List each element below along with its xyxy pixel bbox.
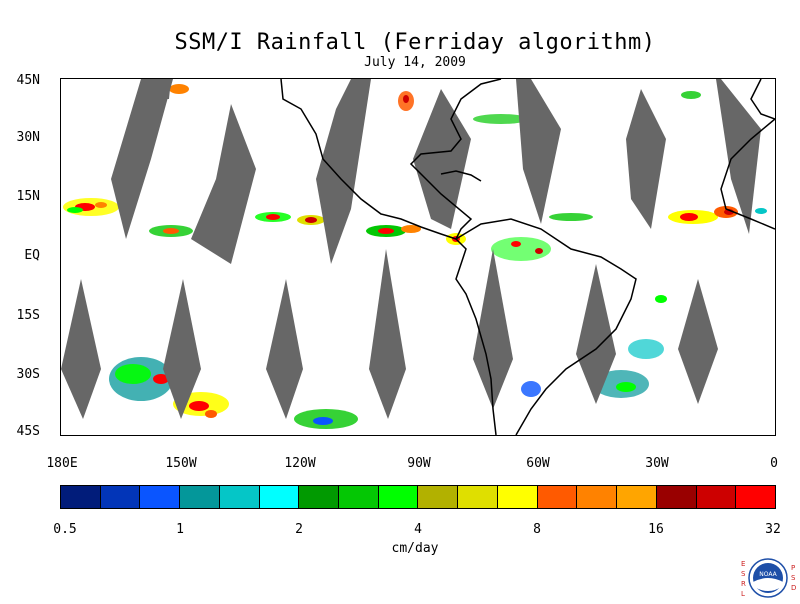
svg-text:S: S [741, 570, 746, 578]
lon-label-30w: 30W [645, 456, 669, 471]
colorbar-swatch-8 [378, 486, 419, 508]
lat-label-45s: 45S [16, 424, 40, 439]
colorbar-swatch-7 [339, 486, 379, 508]
lat-label-eq: EQ [24, 248, 40, 263]
coastlines [280, 79, 775, 435]
lon-label-180e: 180E [46, 456, 78, 471]
rain-band-atlantic [169, 84, 767, 261]
rain-band-southern [109, 295, 667, 429]
lat-label-15n: 15N [16, 189, 40, 204]
lon-label-150w: 150W [165, 456, 197, 471]
noaa-logo-icon: NOAA E S R L P S D [741, 558, 796, 598]
svg-text:L: L [741, 590, 745, 598]
colorbar-swatch-16 [696, 486, 737, 508]
lon-label-120w: 120W [284, 456, 316, 471]
colorbar-swatch-17 [736, 486, 775, 508]
svg-text:E: E [741, 560, 745, 568]
colorbar-swatch-5 [259, 486, 300, 508]
svg-text:S: S [791, 574, 796, 582]
svg-text:NOAA: NOAA [759, 571, 777, 578]
colorbar-units: cm/day [391, 541, 439, 556]
colorbar-label-32: 32 [765, 522, 781, 537]
colorbar-swatch-9 [418, 486, 459, 508]
colorbar-swatch-6 [299, 486, 340, 508]
colorbar-swatch-3 [180, 486, 220, 508]
svg-text:P: P [791, 564, 795, 572]
rainfall-map [60, 78, 776, 436]
colorbar-label-4: 4 [414, 522, 422, 537]
colorbar-label-0-5: 0.5 [53, 522, 77, 537]
colorbar-swatch-15 [656, 486, 697, 508]
missing-data-swaths [61, 79, 761, 419]
colorbar-swatch-2 [140, 486, 181, 508]
colorbar-label-8: 8 [533, 522, 541, 537]
lon-label-0: 0 [770, 456, 778, 471]
colorbar-swatch-13 [577, 486, 618, 508]
colorbar-swatch-0 [61, 486, 101, 508]
colorbar-label-2: 2 [295, 522, 303, 537]
lat-label-45n: 45N [16, 73, 40, 88]
colorbar-label-16: 16 [648, 522, 664, 537]
colorbar-swatch-1 [100, 486, 141, 508]
lon-label-90w: 90W [407, 456, 431, 471]
colorbar-swatch-11 [497, 486, 538, 508]
colorbar-swatch-12 [537, 486, 578, 508]
colorbar-swatch-4 [219, 486, 260, 508]
rainfall-colorbar [60, 485, 776, 509]
lon-label-60w: 60W [526, 456, 550, 471]
colorbar-swatch-10 [458, 486, 498, 508]
svg-text:R: R [741, 580, 746, 588]
svg-text:D: D [791, 584, 796, 592]
map-title: SSM/I Rainfall (Ferriday algorithm) [174, 30, 656, 55]
lat-label-30s: 30S [16, 367, 40, 382]
lat-label-15s: 15S [16, 308, 40, 323]
lat-label-30n: 30N [16, 130, 40, 145]
map-date: July 14, 2009 [364, 55, 466, 70]
colorbar-swatch-14 [617, 486, 657, 508]
noaa-logo: NOAA E S R L P S D [736, 556, 800, 600]
map-canvas [61, 79, 775, 435]
colorbar-label-1: 1 [176, 522, 184, 537]
